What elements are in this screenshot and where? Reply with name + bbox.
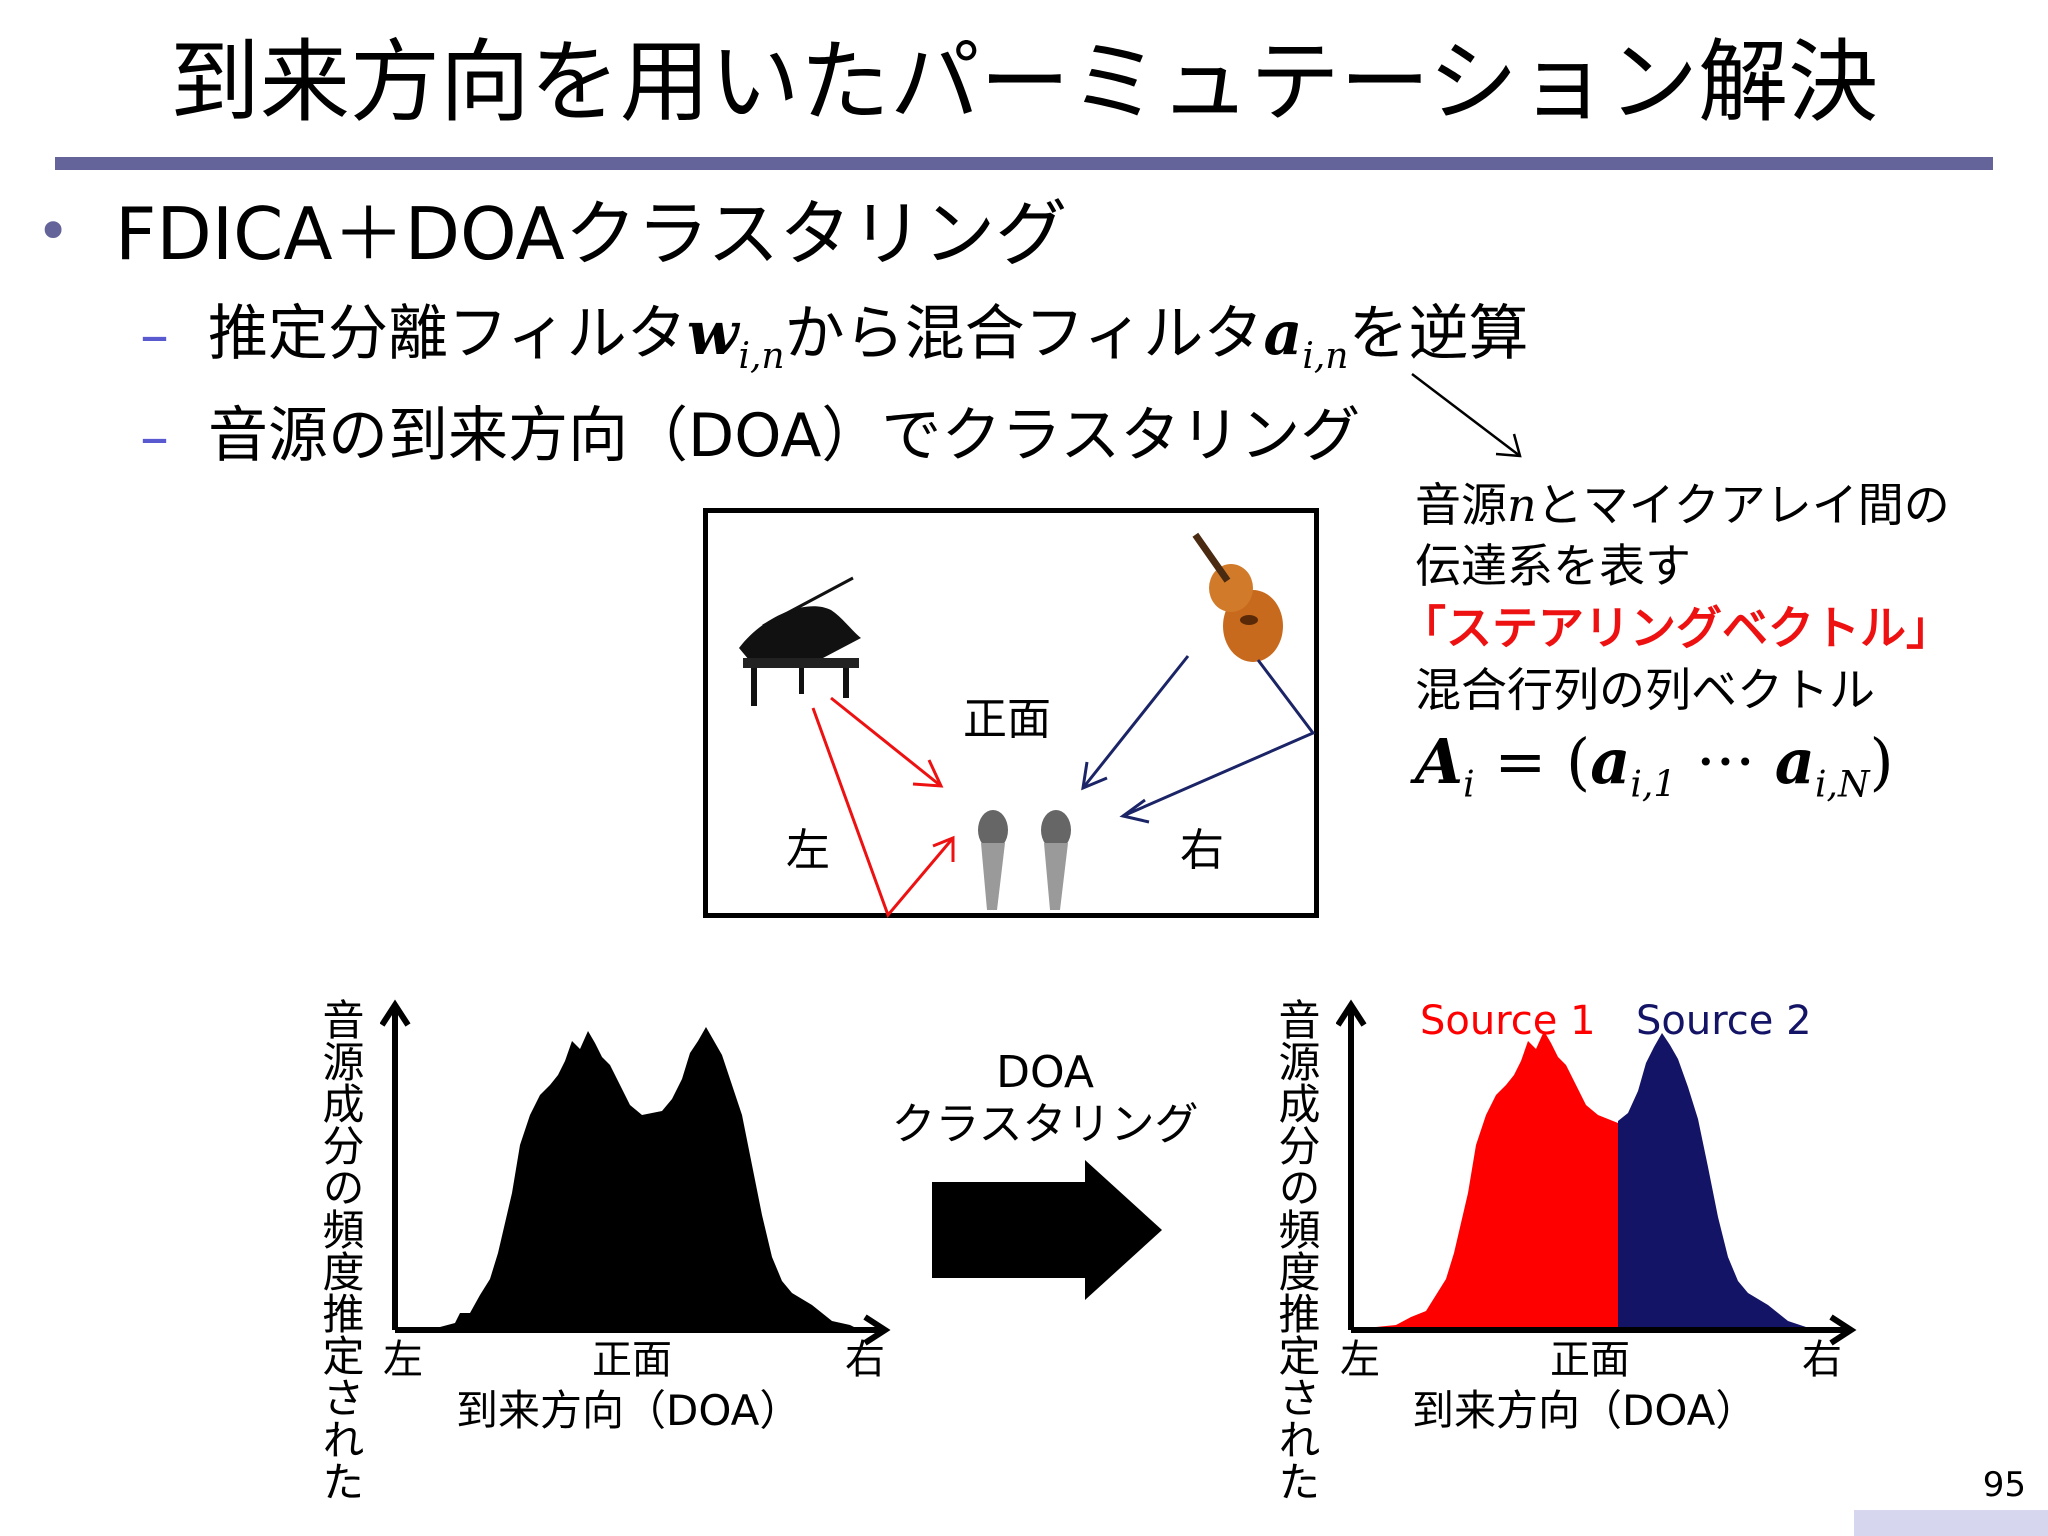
legend-source-2: Source 2: [1636, 998, 1812, 1044]
n-symbol: n: [1507, 478, 1537, 532]
bullet-dot-icon: •: [36, 197, 71, 265]
source-1-area: [1351, 1031, 1618, 1330]
annotation-line-4: 混合行列の列ベクトル: [1415, 663, 1875, 717]
sub-bullet-1: 推定分離フィルタwi,nから混合フィルタai,nを逆算: [208, 298, 1528, 393]
right-xlabel: 到来方向（DOA）: [1412, 1386, 1758, 1435]
legend-source-1: Source 1: [1420, 998, 1596, 1044]
a-symbol: a: [1263, 299, 1303, 369]
steering-formula: Ai = (ai,1 ··· ai,N): [1415, 725, 1894, 805]
piano-icon: [739, 576, 861, 706]
scene-illustration: [739, 532, 1316, 918]
right-source-arrows: [1081, 655, 1316, 824]
right-tick-right: 右: [1802, 1337, 1842, 1383]
left-histogram: [380, 999, 891, 1346]
formula-dots: ···: [1676, 725, 1775, 798]
left-tick-right: 右: [845, 1337, 885, 1383]
microphone-icon: [978, 810, 1008, 910]
w-symbol: w: [686, 299, 739, 369]
a1-subscript: i,1: [1630, 764, 1677, 806]
main-bullet: FDICA＋DOAクラスタリング: [115, 192, 1068, 276]
clustering-arrow-line-2: クラスタリング: [891, 1099, 1199, 1150]
sub-bullet-1-text-b: から混合フィルタ: [784, 299, 1264, 369]
right-label: 右: [1180, 825, 1224, 876]
right-ylabel-line-2: 音源成分の頻度: [1272, 998, 1321, 1292]
A-subscript: i: [1463, 764, 1475, 806]
sub-bullet-1-text-a: 推定分離フィルタ: [208, 299, 687, 369]
formula-close: ): [1869, 725, 1894, 798]
clustering-arrow-line-1: DOA: [996, 1047, 1094, 1098]
w-subscript: i,n: [738, 336, 785, 377]
left-tick-left: 左: [383, 1337, 423, 1383]
left-tick-center: 正面: [592, 1337, 672, 1383]
left-label: 左: [786, 825, 830, 876]
annotation-line-2: 伝達系を表す: [1415, 539, 1691, 593]
sub-bullet-1-text-c: を逆算: [1348, 299, 1529, 369]
right-histogram: [1336, 999, 1857, 1346]
sub-bullet-2: 音源の到来方向（DOA）でクラスタリング: [208, 401, 1361, 471]
left-xlabel: 到来方向（DOA）: [456, 1386, 802, 1435]
left-source-arrows: [811, 696, 955, 918]
clustering-arrow-label: DOA クラスタリング: [880, 1047, 1210, 1151]
steering-vector-label: 「ステアリングベクトル」: [1400, 601, 1952, 655]
a-subscript: i,n: [1302, 336, 1349, 377]
right-tick-left: 左: [1340, 1337, 1380, 1383]
annotation-text: とマイクアレイ間の: [1536, 478, 1950, 532]
dash-icon: –: [140, 403, 169, 471]
dash-icon: –: [140, 301, 169, 369]
title-divider: [55, 157, 1993, 170]
microphone-icon: [1041, 810, 1071, 910]
annotation-pointer-arrow: [1411, 373, 1522, 458]
slide-title: 到来方向を用いたパーミュテーション解決: [169, 30, 1879, 135]
annotation-line-1: 音源nとマイクアレイ間の: [1415, 475, 1950, 535]
page-number: 95: [1982, 1465, 2026, 1505]
footer-bar: [1854, 1510, 2048, 1536]
scene-box: [703, 508, 1319, 918]
source-2-area: [1618, 1033, 1816, 1330]
left-ylabel: 音源成分の頻度推定された: [316, 998, 365, 1502]
left-ylabel-line-2: 音源成分の頻度: [316, 998, 365, 1292]
right-ylabel: 音源成分の頻度推定された: [1272, 998, 1321, 1502]
violin-icon: [1192, 532, 1283, 662]
a2-subscript: i,N: [1814, 764, 1870, 806]
front-label: 正面: [963, 694, 1051, 745]
left-histogram-area: [395, 1027, 860, 1330]
A-symbol: A: [1415, 725, 1464, 798]
a1-symbol: a: [1590, 725, 1631, 798]
formula-eq: = (: [1474, 725, 1591, 798]
right-tick-center: 正面: [1550, 1337, 1630, 1383]
right-ylabel-line-1: 推定された: [1272, 1292, 1321, 1502]
right-arrow-icon: [932, 1160, 1162, 1300]
a2-symbol: a: [1774, 725, 1815, 798]
annotation-text: 音源: [1415, 478, 1507, 532]
left-ylabel-line-1: 推定された: [316, 1292, 365, 1502]
